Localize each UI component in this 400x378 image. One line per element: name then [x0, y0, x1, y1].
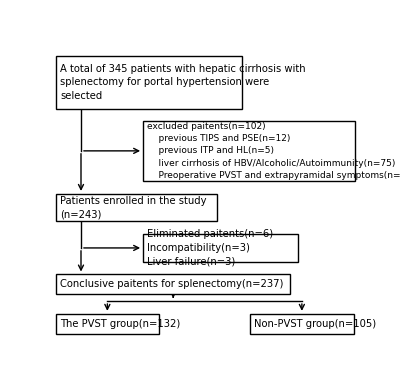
- FancyBboxPatch shape: [143, 121, 355, 181]
- Text: Eliminated paitents(n=6)
Incompatibility(n=3)
Liver failure(n=3): Eliminated paitents(n=6) Incompatibility…: [147, 229, 273, 266]
- FancyBboxPatch shape: [143, 234, 298, 262]
- FancyBboxPatch shape: [250, 314, 354, 333]
- FancyBboxPatch shape: [56, 314, 158, 333]
- Text: excluded paitents(n=102)
    previous TIPS and PSE(n=12)
    previous ITP and HL: excluded paitents(n=102) previous TIPS a…: [147, 122, 400, 180]
- Text: A total of 345 patients with hepatic cirrhosis with
splenectomy for portal hyper: A total of 345 patients with hepatic cir…: [60, 64, 306, 101]
- FancyBboxPatch shape: [56, 194, 218, 222]
- FancyBboxPatch shape: [56, 56, 242, 109]
- Text: Conclusive paitents for splenectomy(n=237): Conclusive paitents for splenectomy(n=23…: [60, 279, 283, 289]
- Text: Patients enrolled in the study
(n=243): Patients enrolled in the study (n=243): [60, 196, 206, 219]
- Text: Non-PVST group(n=105): Non-PVST group(n=105): [254, 319, 376, 328]
- FancyBboxPatch shape: [56, 274, 290, 294]
- Text: The PVST group(n=132): The PVST group(n=132): [60, 319, 180, 328]
